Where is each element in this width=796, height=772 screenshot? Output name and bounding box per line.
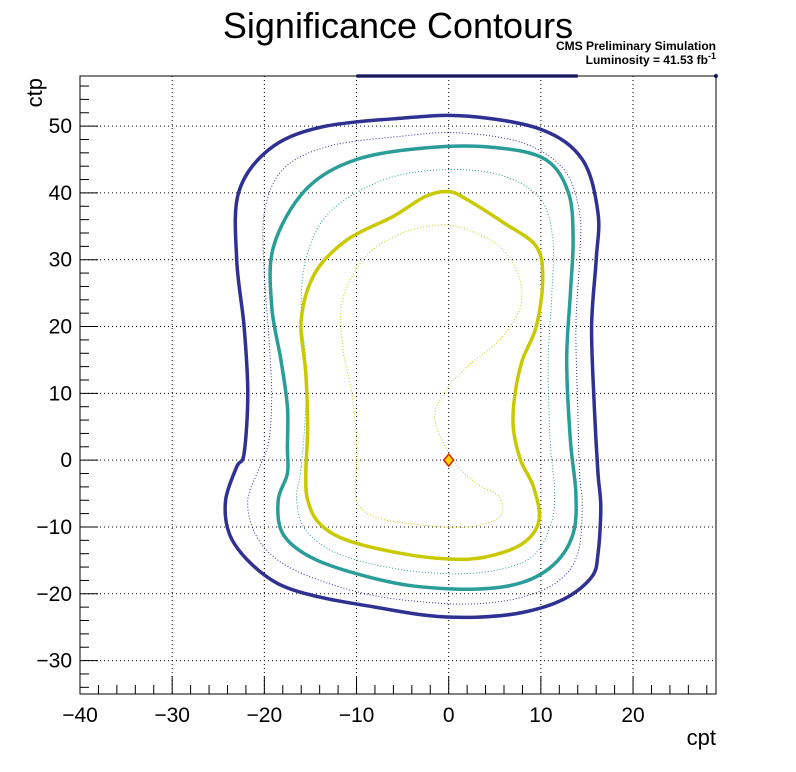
chart-title: Significance Contours: [223, 5, 573, 46]
y-tick-label: 40: [49, 182, 72, 205]
grid-lines: [80, 76, 716, 694]
tick-labels: −40 −30 −20 −10 0 10 20 −30 −20 −10 0 10 20 30 40 50: [36, 115, 644, 727]
x-tick-label: 10: [529, 704, 552, 727]
y-tick-label: 10: [49, 382, 72, 405]
y-tick-label: 0: [60, 449, 72, 472]
plot-frame: [79, 75, 717, 695]
cms-annotation: CMS Preliminary Simulation: [556, 39, 716, 53]
luminosity-exponent: -1: [708, 51, 716, 61]
x-tick-label: 20: [621, 704, 644, 727]
contour-solid-4: [299, 189, 545, 562]
y-tick-label: −10: [36, 516, 72, 539]
y-axis-label: ctp: [22, 78, 47, 107]
contour-dotted-3: [296, 168, 556, 575]
markers: [442, 73, 719, 468]
y-tick-label: −30: [36, 650, 72, 673]
x-tick-label: −20: [247, 704, 283, 727]
contour-solid-2: [268, 144, 578, 591]
luminosity-annotation: Luminosity = 41.53 fb-1: [586, 51, 716, 67]
contour-solid-0: [223, 113, 603, 620]
x-tick-label: −10: [339, 704, 375, 727]
y-tick-label: 30: [49, 249, 72, 272]
x-axis-label: cpt: [687, 725, 716, 750]
y-tick-label: 50: [49, 115, 72, 138]
y-tick-label: −20: [36, 583, 72, 606]
luminosity-text: Luminosity = 41.53 fb: [586, 53, 708, 67]
axis-ticks: [79, 85, 708, 694]
x-tick-label: 0: [443, 704, 455, 727]
best-fit-marker: [442, 452, 455, 468]
y-tick-label: 20: [49, 316, 72, 339]
x-tick-label: −40: [62, 704, 98, 727]
x-tick-label: −30: [154, 704, 190, 727]
